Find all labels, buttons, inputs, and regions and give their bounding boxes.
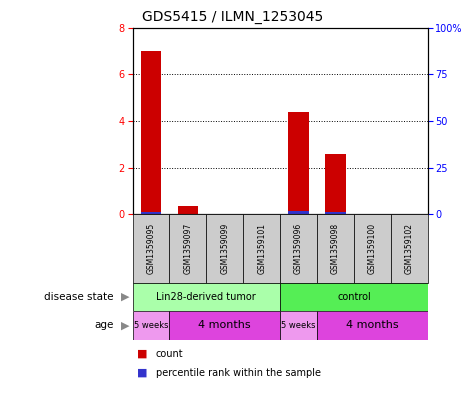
Bar (288, 211, 309, 214)
Bar (317, 311, 428, 340)
Text: GDS5415 / ILMN_1253045: GDS5415 / ILMN_1253045 (142, 10, 323, 24)
Text: GSM1359096: GSM1359096 (294, 223, 303, 274)
Bar (178, 206, 198, 214)
Bar (133, 214, 169, 283)
Bar (391, 214, 428, 283)
Text: ▶: ▶ (121, 320, 130, 331)
Text: disease state: disease state (45, 292, 114, 302)
Text: 4 months: 4 months (346, 320, 399, 331)
Text: ■: ■ (137, 349, 148, 359)
Bar (288, 112, 309, 214)
Text: ▶: ▶ (121, 292, 130, 302)
Text: GSM1359101: GSM1359101 (257, 223, 266, 274)
Bar (280, 214, 317, 283)
Text: 5 weeks: 5 weeks (281, 321, 316, 330)
Text: Lin28-derived tumor: Lin28-derived tumor (156, 292, 256, 302)
Bar (243, 214, 280, 283)
Text: ■: ■ (137, 368, 148, 378)
Bar (354, 214, 391, 283)
Text: count: count (156, 349, 183, 359)
Text: percentile rank within the sample: percentile rank within the sample (156, 368, 321, 378)
Bar (280, 311, 317, 340)
Text: GSM1359095: GSM1359095 (146, 223, 155, 274)
Bar (326, 212, 345, 214)
Bar (326, 154, 345, 214)
Text: GSM1359100: GSM1359100 (368, 223, 377, 274)
Bar (178, 213, 198, 214)
Text: GSM1359099: GSM1359099 (220, 223, 229, 274)
Bar (317, 214, 354, 283)
Bar (206, 214, 243, 283)
Text: GSM1359098: GSM1359098 (331, 223, 340, 274)
Text: GSM1359102: GSM1359102 (405, 223, 414, 274)
Bar (280, 283, 428, 311)
Text: GSM1359097: GSM1359097 (183, 223, 193, 274)
Bar (141, 51, 161, 214)
Bar (133, 311, 169, 340)
Bar (133, 283, 280, 311)
Bar (169, 214, 206, 283)
Text: 5 weeks: 5 weeks (134, 321, 168, 330)
Text: 4 months: 4 months (199, 320, 251, 331)
Bar (141, 212, 161, 214)
Text: control: control (337, 292, 371, 302)
Text: age: age (94, 320, 114, 331)
Bar (169, 311, 280, 340)
